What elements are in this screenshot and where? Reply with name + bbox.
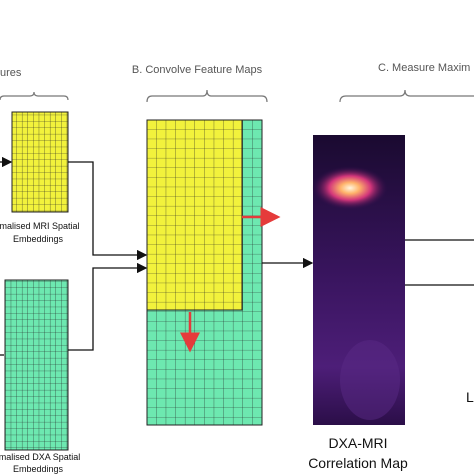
dxa-grid-lines (4, 279, 69, 451)
emb-label: Embeddings (13, 234, 64, 244)
map-label: Correlation Map (308, 455, 408, 471)
mri-grid-lines (11, 111, 69, 213)
emb-label: Embeddings (13, 464, 64, 474)
edge-label: L (466, 389, 474, 405)
emb-label: rmalised MRI Spatial (0, 221, 80, 231)
big-mri-border (146, 119, 243, 311)
map-label: DXA-MRI (328, 435, 387, 451)
section-label: B. Convolve Feature Maps (132, 64, 263, 76)
heatmap-hotspot (312, 166, 388, 210)
emb-label: rmalised DXA Spatial (0, 452, 80, 462)
connectors (0, 156, 474, 356)
big-grid-lines (146, 119, 263, 426)
heatmap-region (340, 340, 400, 420)
section-label: C. Measure Maxim (378, 62, 470, 74)
section-label: ures (0, 67, 22, 79)
red-arrows (180, 207, 281, 353)
braces (0, 89, 474, 103)
